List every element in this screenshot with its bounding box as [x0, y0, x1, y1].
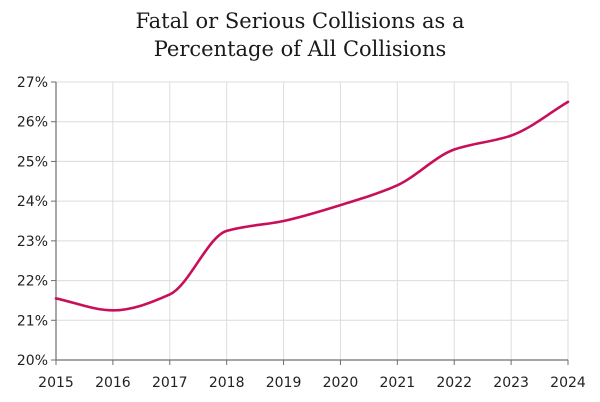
x-tick-label: 2023	[493, 375, 529, 391]
axes	[51, 81, 569, 365]
y-tick-label: 26%	[17, 115, 48, 131]
y-tick-label: 27%	[17, 75, 48, 91]
y-tick-label: 23%	[17, 234, 48, 250]
y-tick-label: 21%	[17, 313, 48, 329]
chart-title-line-2: Percentage of All Collisions	[154, 37, 447, 61]
y-tick-label: 25%	[17, 154, 48, 170]
y-tick-label: 22%	[17, 274, 48, 290]
x-axis-tick-labels: 2015 2016 2017 2018 2019 2020 2021 2022 2023 2024	[38, 375, 586, 391]
x-tick-label: 2018	[209, 375, 245, 391]
y-tick-label: 24%	[17, 194, 48, 210]
x-tick-label: 2022	[436, 375, 472, 391]
data-point	[167, 291, 173, 297]
x-tick-label: 2015	[38, 375, 74, 391]
data-point	[281, 218, 287, 224]
x-tick-label: 2017	[152, 375, 188, 391]
data-series	[53, 99, 571, 313]
x-tick-label: 2024	[550, 375, 586, 391]
data-point	[565, 99, 571, 105]
series-line	[54, 100, 570, 312]
x-tick-label: 2019	[266, 375, 302, 391]
data-point	[337, 202, 343, 208]
data-point	[53, 295, 59, 301]
chart-title-line-1: Fatal or Serious Collisions as a	[135, 9, 464, 33]
data-point	[451, 147, 457, 153]
x-tick-label: 2016	[95, 375, 131, 391]
x-tick-label: 2020	[323, 375, 359, 391]
data-point	[394, 182, 400, 188]
grid-lines	[56, 81, 569, 360]
data-point	[110, 307, 116, 313]
data-point	[224, 228, 230, 234]
y-tick-label: 20%	[17, 353, 48, 369]
y-axis-tick-labels: 20% 21% 22% 23% 24% 25% 26% 27%	[17, 75, 48, 369]
x-tick-label: 2021	[380, 375, 416, 391]
data-point	[508, 133, 514, 139]
